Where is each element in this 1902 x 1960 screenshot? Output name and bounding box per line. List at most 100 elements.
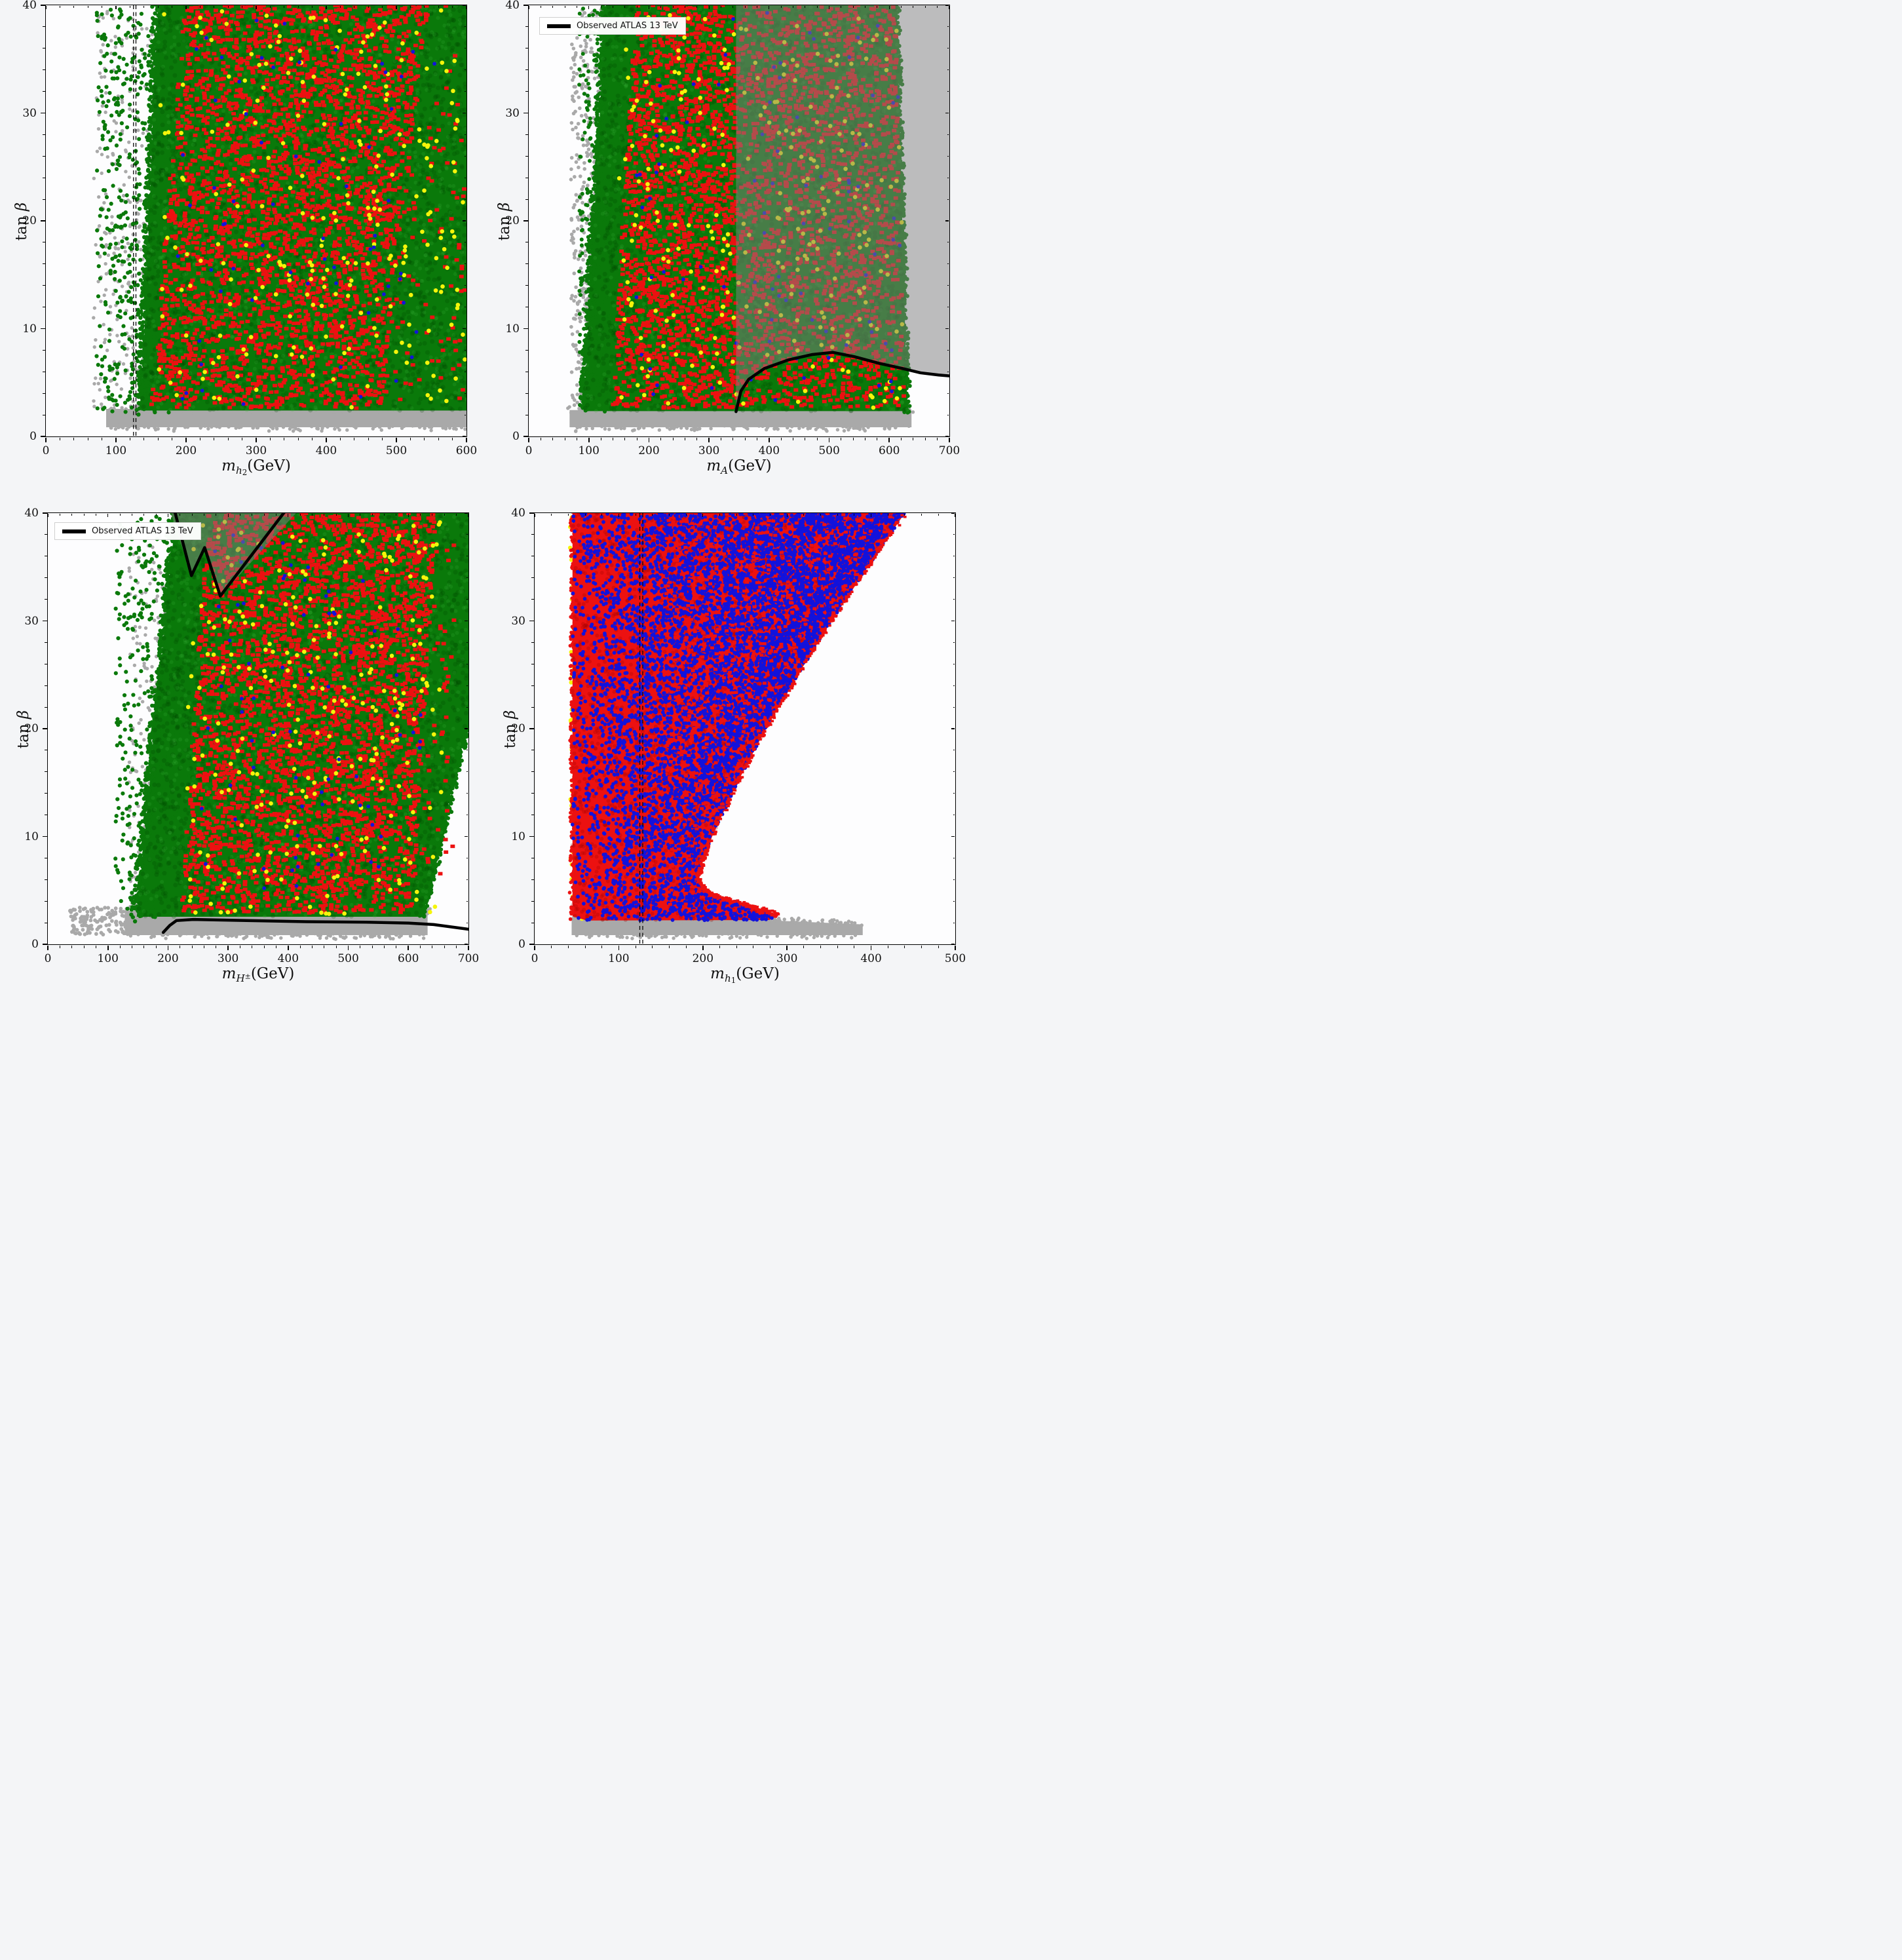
x-inner-tick (888, 6, 890, 9)
legend-observed-atlas: Observed ATLAS 13 TeV (54, 522, 201, 540)
y-minor-tick (45, 879, 47, 880)
y-inner-minor-tick (464, 393, 466, 394)
y-inner-minor-tick (466, 685, 468, 686)
y-inner-minor-tick (464, 155, 466, 157)
y-tick-label: 20 (22, 214, 37, 227)
x-inner-minor-tick (384, 514, 385, 516)
x-tick-label: 600 (398, 952, 419, 965)
x-major-tick (468, 946, 469, 950)
y-minor-tick (531, 534, 534, 535)
x-inner-minor-tick (601, 514, 603, 516)
x-major-tick (870, 946, 872, 950)
y-minor-tick (45, 793, 47, 794)
legend-observed-atlas: Observed ATLAS 13 TeV (539, 17, 686, 35)
y-minor-tick (531, 642, 534, 643)
y-major-tick (42, 512, 47, 514)
x-inner-minor-tick (444, 514, 445, 516)
x-tick-label: 500 (818, 444, 840, 457)
y-major-tick (42, 836, 47, 837)
x-minor-tick (937, 438, 938, 440)
x-minor-tick (312, 438, 313, 440)
x-minor-tick (672, 438, 674, 440)
x-inner-minor-tick (191, 514, 193, 516)
y-tick-label: 10 (24, 830, 39, 843)
x-minor-tick (744, 438, 746, 440)
x-inner-minor-tick (820, 514, 822, 516)
x-minor-tick (668, 946, 670, 948)
x-major-tick (326, 438, 327, 442)
x-tick-label: 500 (385, 444, 408, 457)
x-minor-tick (368, 438, 369, 440)
x-minor-tick (732, 438, 734, 440)
x-minor-tick (444, 946, 445, 948)
y-major-tick (523, 5, 528, 6)
x-minor-tick (551, 946, 552, 948)
y-inner-tick (951, 728, 955, 729)
y-inner-minor-tick (947, 349, 949, 351)
x-minor-tick (938, 946, 939, 948)
x-minor-tick (452, 438, 453, 440)
y-minor-tick (45, 534, 47, 535)
x-minor-tick (552, 438, 554, 440)
y-inner-minor-tick (947, 91, 949, 92)
y-inner-minor-tick (947, 393, 949, 394)
y-minor-tick (45, 599, 47, 600)
y-minor-tick (45, 577, 47, 579)
y-major-tick (529, 512, 534, 514)
x-inner-minor-tick (652, 514, 653, 516)
y-inner-tick (951, 512, 955, 514)
y-major-tick (529, 836, 534, 837)
x-minor-tick (420, 946, 421, 948)
y-inner-minor-tick (947, 155, 949, 157)
x-inner-tick (115, 6, 117, 9)
x-major-tick (702, 946, 704, 950)
x-inner-minor-tick (335, 514, 337, 516)
x-axis-label: mH±(GeV) (221, 965, 295, 984)
x-major-tick (955, 946, 956, 950)
x-inner-tick (408, 514, 409, 517)
x-major-tick (47, 946, 48, 950)
x-inner-tick (47, 514, 48, 517)
x-minor-tick (191, 946, 193, 948)
x-minor-tick (299, 946, 301, 948)
x-tick-label: 200 (175, 444, 197, 457)
x-inner-minor-tick (921, 514, 922, 516)
x-tick-label: 600 (879, 444, 900, 457)
y-major-tick (42, 728, 47, 729)
y-minor-tick (531, 793, 534, 794)
x-inner-minor-tick (685, 514, 687, 516)
x-major-tick (949, 438, 950, 442)
y-inner-tick (463, 328, 466, 330)
y-major-tick (42, 944, 47, 945)
y-inner-minor-tick (947, 285, 949, 286)
y-inner-minor-tick (464, 26, 466, 28)
y-inner-minor-tick (953, 685, 955, 686)
y-inner-tick (463, 220, 466, 221)
x-inner-minor-tick (424, 6, 425, 8)
x-inner-minor-tick (803, 514, 805, 516)
y-inner-minor-tick (953, 771, 955, 773)
x-inner-minor-tick (904, 514, 905, 516)
x-inner-minor-tick (438, 6, 439, 8)
y-tick-label: 20 (511, 722, 525, 735)
y-tick-label: 30 (511, 614, 525, 628)
x-inner-minor-tick (269, 6, 271, 8)
x-major-tick (227, 946, 229, 950)
y-minor-tick (43, 285, 45, 286)
x-tick-label: 100 (578, 444, 599, 457)
x-tick-label: 400 (758, 444, 780, 457)
y-inner-minor-tick (464, 349, 466, 351)
y-minor-tick (43, 155, 45, 157)
x-minor-tick (269, 438, 271, 440)
x-axis-label: mh2(GeV) (221, 457, 291, 477)
x-minor-tick (803, 946, 805, 948)
y-minor-tick (43, 263, 45, 265)
x-inner-minor-tick (263, 514, 265, 516)
x-inner-minor-tick (852, 6, 854, 8)
x-minor-tick (73, 438, 75, 440)
y-inner-tick (951, 836, 955, 837)
x-minor-tick (143, 438, 145, 440)
y-minor-tick (45, 685, 47, 686)
x-minor-tick (901, 438, 902, 440)
x-inner-minor-tick (744, 6, 746, 8)
